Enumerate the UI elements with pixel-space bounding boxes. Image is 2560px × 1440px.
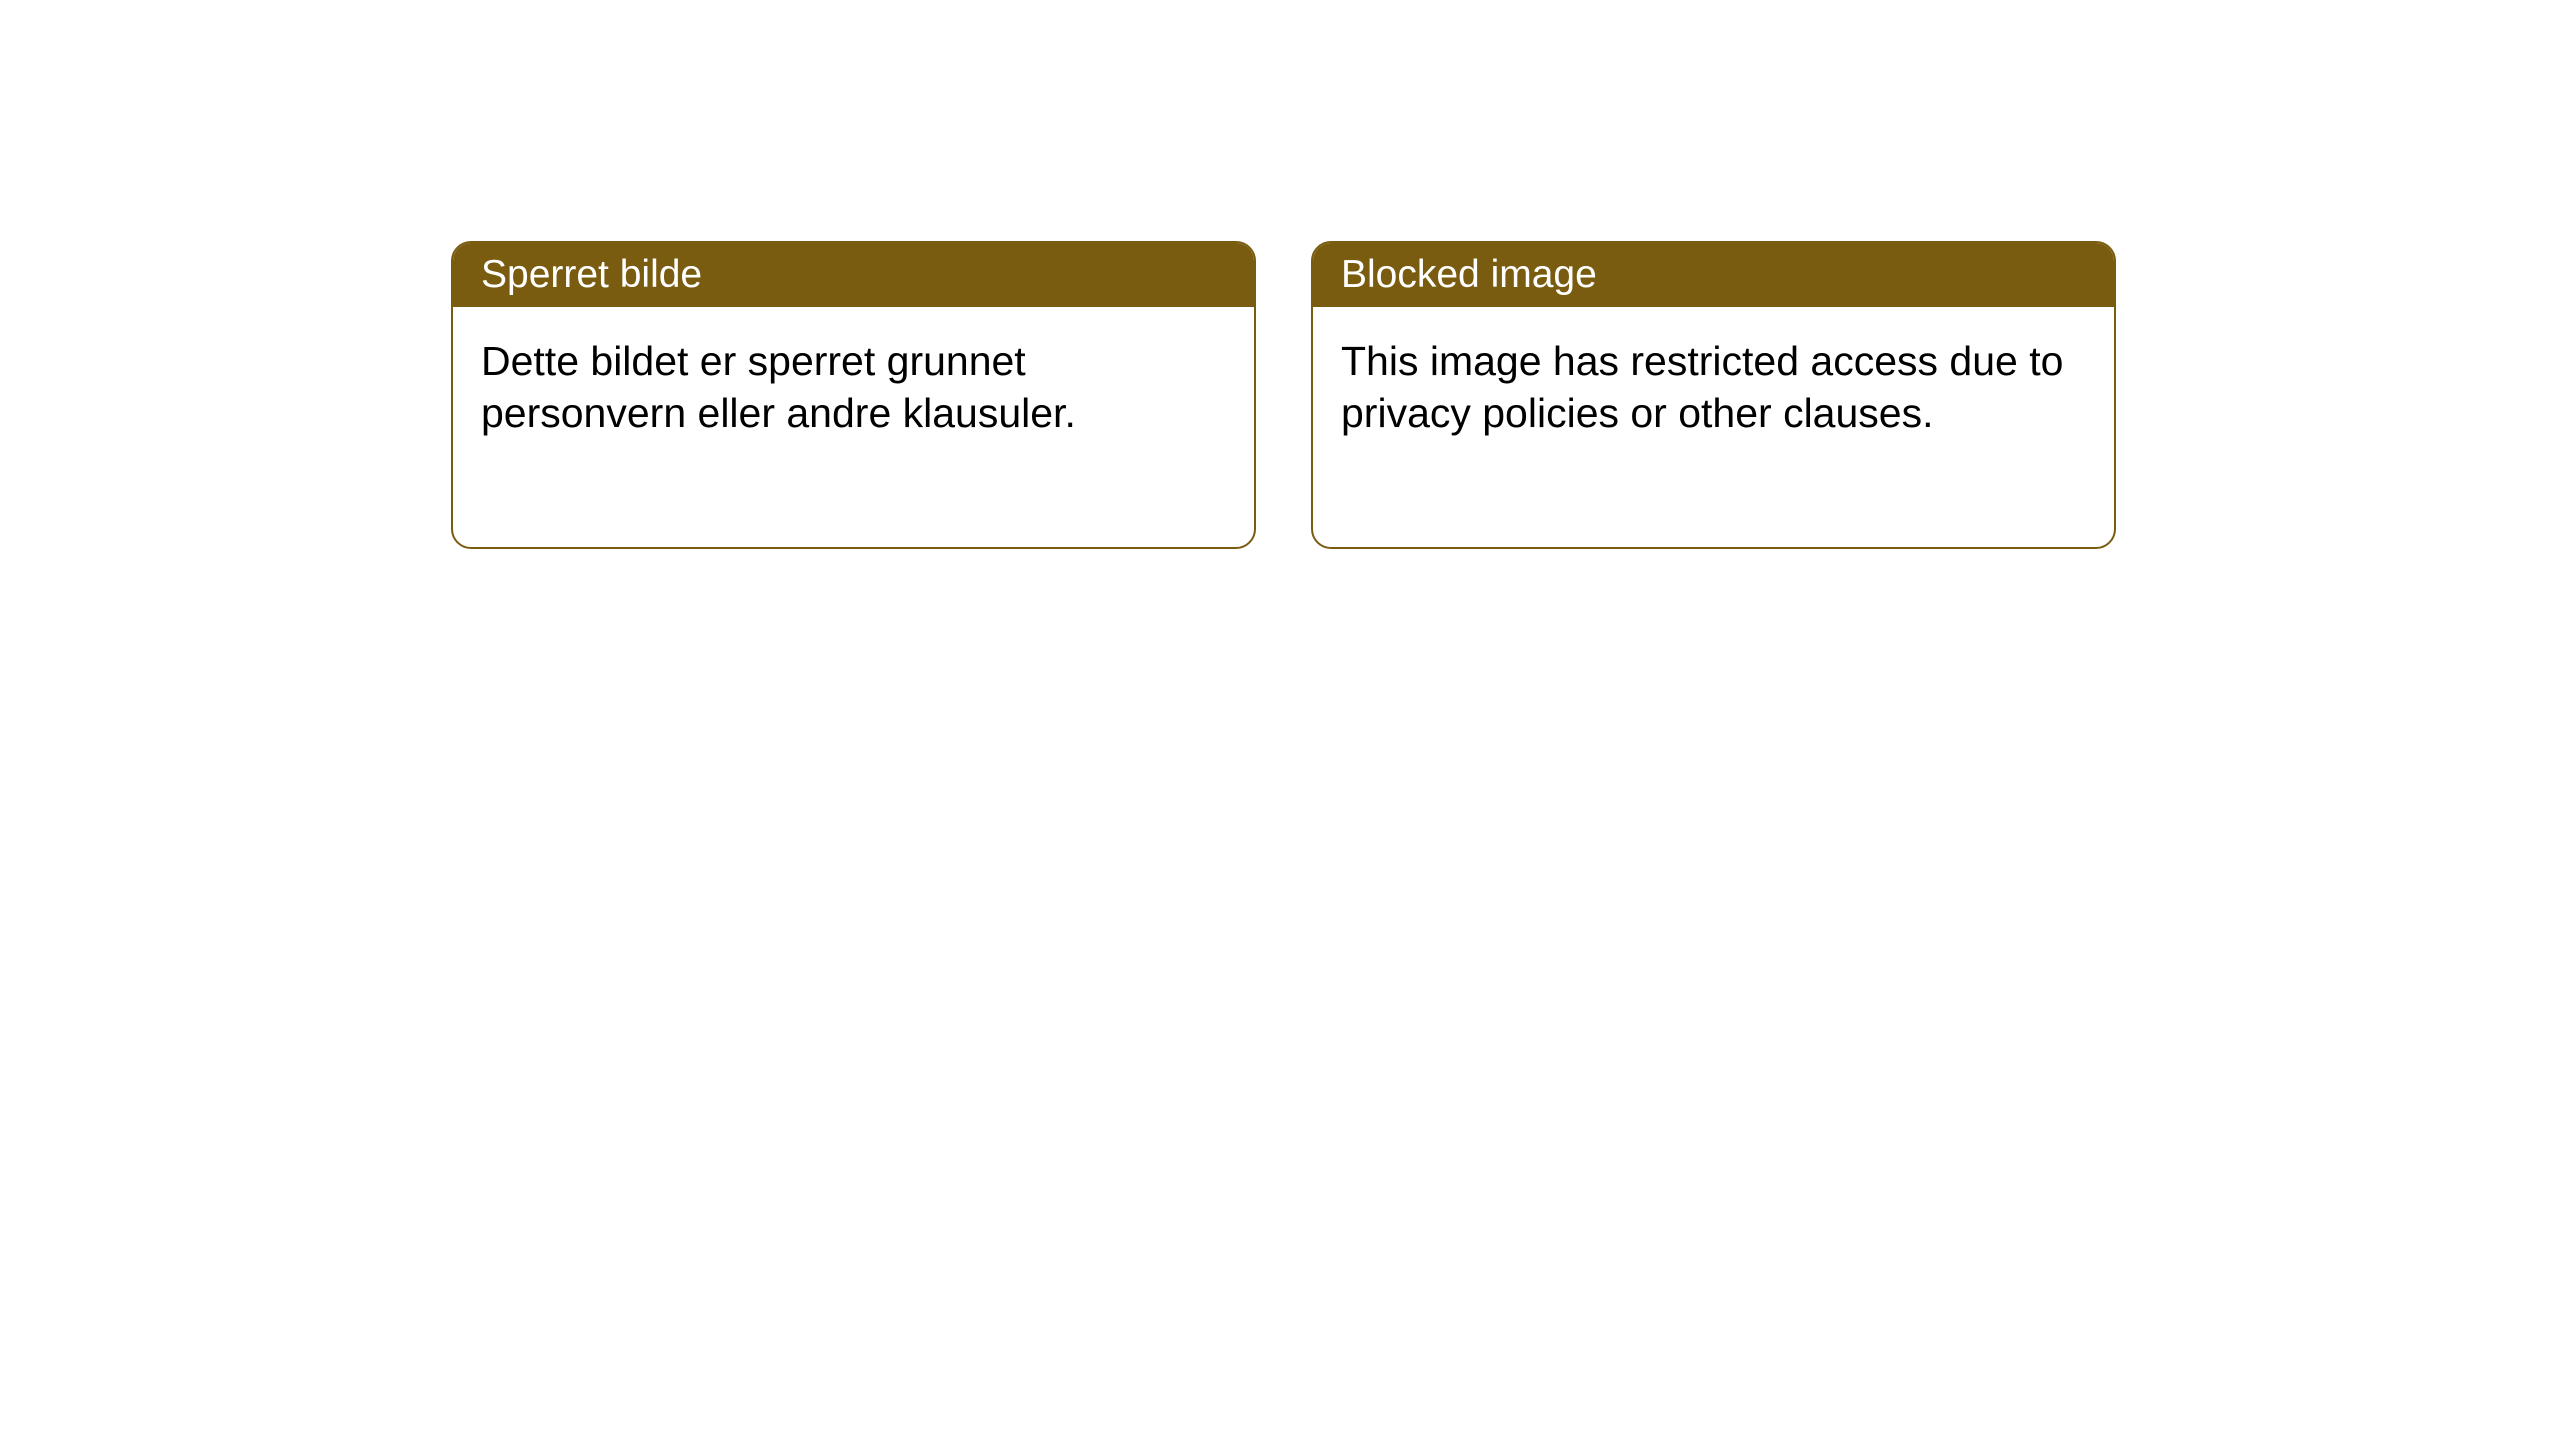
- notice-body-norwegian: Dette bildet er sperret grunnet personve…: [453, 307, 1254, 547]
- notice-card-norwegian: Sperret bilde Dette bildet er sperret gr…: [451, 241, 1256, 549]
- notice-container: Sperret bilde Dette bildet er sperret gr…: [451, 241, 2116, 549]
- notice-card-english: Blocked image This image has restricted …: [1311, 241, 2116, 549]
- notice-header-norwegian: Sperret bilde: [453, 243, 1254, 307]
- notice-header-english: Blocked image: [1313, 243, 2114, 307]
- notice-body-english: This image has restricted access due to …: [1313, 307, 2114, 547]
